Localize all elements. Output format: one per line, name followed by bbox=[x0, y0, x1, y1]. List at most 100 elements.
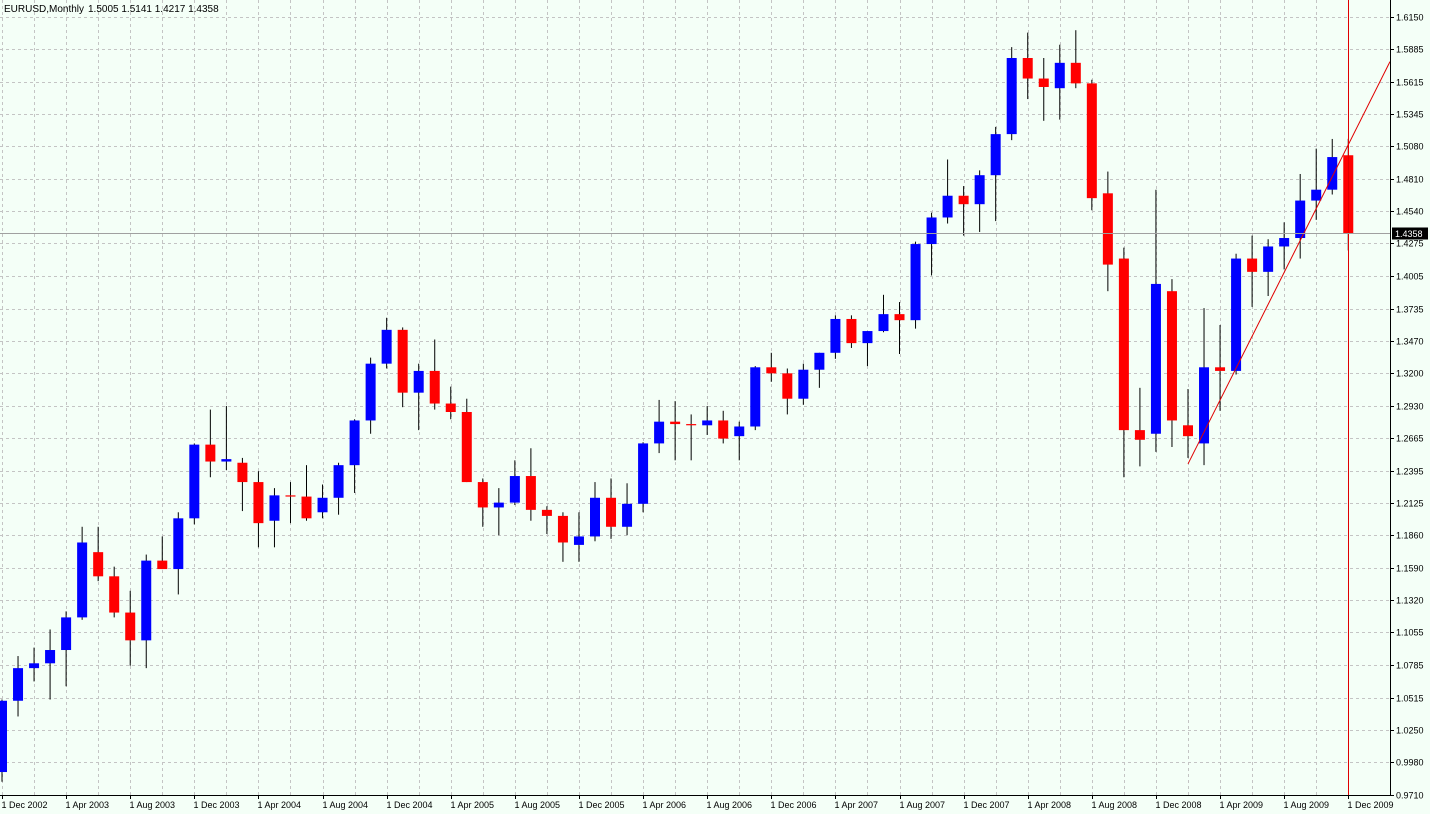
candle-body-bullish bbox=[0, 700, 7, 773]
candle bbox=[557, 512, 568, 562]
candle-body-bullish bbox=[173, 518, 184, 570]
candle-body-bearish bbox=[253, 482, 264, 524]
candle-body-bearish bbox=[429, 370, 440, 404]
x-tick-label: 1 Aug 2004 bbox=[323, 800, 369, 810]
candle-body-bearish bbox=[606, 497, 617, 527]
x-tick-label: 1 Aug 2003 bbox=[130, 800, 176, 810]
candle bbox=[61, 611, 72, 687]
x-tick-label: 1 Dec 2008 bbox=[1156, 800, 1202, 810]
candle bbox=[0, 699, 7, 782]
candle-body-bullish bbox=[926, 217, 937, 245]
x-tick-label: 1 Apr 2008 bbox=[1028, 800, 1072, 810]
candle-body-bearish bbox=[1247, 258, 1258, 272]
y-tick-label: 1.3470 bbox=[1396, 337, 1424, 347]
y-tick-label: 1.2125 bbox=[1396, 499, 1424, 509]
candle bbox=[1215, 325, 1226, 411]
x-tick-label: 1 Dec 2009 bbox=[1348, 800, 1394, 810]
candle bbox=[1102, 171, 1113, 292]
candle bbox=[445, 386, 456, 420]
candle bbox=[1182, 389, 1193, 458]
candle bbox=[830, 315, 841, 359]
candle-body-bullish bbox=[13, 668, 24, 701]
candle-body-bearish bbox=[541, 509, 552, 516]
y-tick-label: 1.6150 bbox=[1396, 13, 1424, 23]
candle-body-bullish bbox=[333, 465, 344, 498]
candle-body-bullish bbox=[942, 195, 953, 218]
candle bbox=[1263, 239, 1274, 297]
candle-body-bullish bbox=[862, 331, 873, 344]
candle-body-bullish bbox=[573, 536, 584, 545]
candle bbox=[1038, 57, 1049, 121]
candle bbox=[622, 483, 633, 536]
candle-body-bullish bbox=[734, 426, 745, 437]
candle bbox=[493, 488, 504, 536]
candle-body-bullish bbox=[61, 617, 72, 651]
candle-body-bullish bbox=[638, 443, 649, 504]
candle bbox=[589, 482, 600, 542]
x-tick-label: 1 Apr 2005 bbox=[451, 800, 495, 810]
candle-body-bearish bbox=[1086, 83, 1097, 199]
candle bbox=[381, 317, 392, 369]
y-tick-label: 1.0785 bbox=[1396, 661, 1424, 671]
candle bbox=[317, 484, 328, 519]
candle-body-bullish bbox=[622, 503, 633, 527]
candle-body-bearish bbox=[557, 515, 568, 543]
x-tick-label: 1 Apr 2009 bbox=[1220, 800, 1264, 810]
candle-body-bullish bbox=[77, 542, 88, 618]
candle bbox=[13, 656, 24, 717]
candle bbox=[894, 302, 905, 355]
x-tick-label: 1 Aug 2005 bbox=[515, 800, 561, 810]
candle-body-bullish bbox=[221, 459, 232, 462]
candle-body-bullish bbox=[1263, 246, 1274, 272]
y-tick-label: 1.5615 bbox=[1396, 78, 1424, 88]
y-tick-label: 1.1055 bbox=[1396, 628, 1424, 638]
y-tick-label: 1.2395 bbox=[1396, 467, 1424, 477]
candle bbox=[686, 414, 697, 461]
candle-body-bullish bbox=[269, 495, 280, 521]
candle-body-bullish bbox=[830, 318, 841, 353]
candle bbox=[734, 421, 745, 461]
candle-body-bearish bbox=[1215, 367, 1226, 371]
y-tick-label: 1.0515 bbox=[1396, 694, 1424, 704]
y-tick-label: 1.4275 bbox=[1396, 239, 1424, 249]
candle-body-bullish bbox=[798, 369, 809, 399]
candle bbox=[1279, 222, 1290, 270]
candle-body-bearish bbox=[1022, 57, 1033, 79]
candle bbox=[1295, 173, 1306, 259]
candle bbox=[654, 399, 665, 454]
candle bbox=[718, 410, 729, 444]
candle bbox=[1054, 44, 1065, 120]
candle-body-bearish bbox=[1134, 430, 1145, 440]
candle bbox=[189, 443, 200, 525]
candle-body-bearish bbox=[1118, 258, 1129, 431]
candle bbox=[509, 460, 520, 506]
candle-body-bearish bbox=[1166, 291, 1177, 421]
candle bbox=[253, 471, 264, 548]
candle-body-bearish bbox=[766, 367, 777, 374]
candle bbox=[606, 478, 617, 539]
y-tick-label: 1.1860 bbox=[1396, 531, 1424, 541]
candle bbox=[878, 294, 889, 333]
candle bbox=[926, 212, 937, 276]
candle bbox=[541, 506, 552, 535]
candle-body-bullish bbox=[1311, 189, 1322, 201]
x-tick-label: 1 Dec 2003 bbox=[194, 800, 240, 810]
candle bbox=[29, 647, 40, 682]
candle-body-bullish bbox=[189, 444, 200, 519]
y-tick-label: 1.2930 bbox=[1396, 402, 1424, 412]
candle bbox=[670, 401, 681, 461]
candle-body-bearish bbox=[93, 552, 104, 577]
candle-body-bullish bbox=[1327, 157, 1338, 190]
x-tick-label: 1 Apr 2006 bbox=[643, 800, 687, 810]
candle bbox=[141, 554, 152, 669]
candle-body-bullish bbox=[1295, 200, 1306, 239]
y-tick-label: 1.4540 bbox=[1396, 207, 1424, 217]
chart-ohlc-readout: 1.5005 1.5141 1.4217 1.4358 bbox=[88, 4, 219, 15]
candle bbox=[477, 478, 488, 527]
candle bbox=[974, 170, 985, 232]
candle-body-bearish bbox=[285, 495, 296, 497]
candle bbox=[125, 590, 136, 666]
y-tick-label: 0.9980 bbox=[1396, 758, 1424, 768]
